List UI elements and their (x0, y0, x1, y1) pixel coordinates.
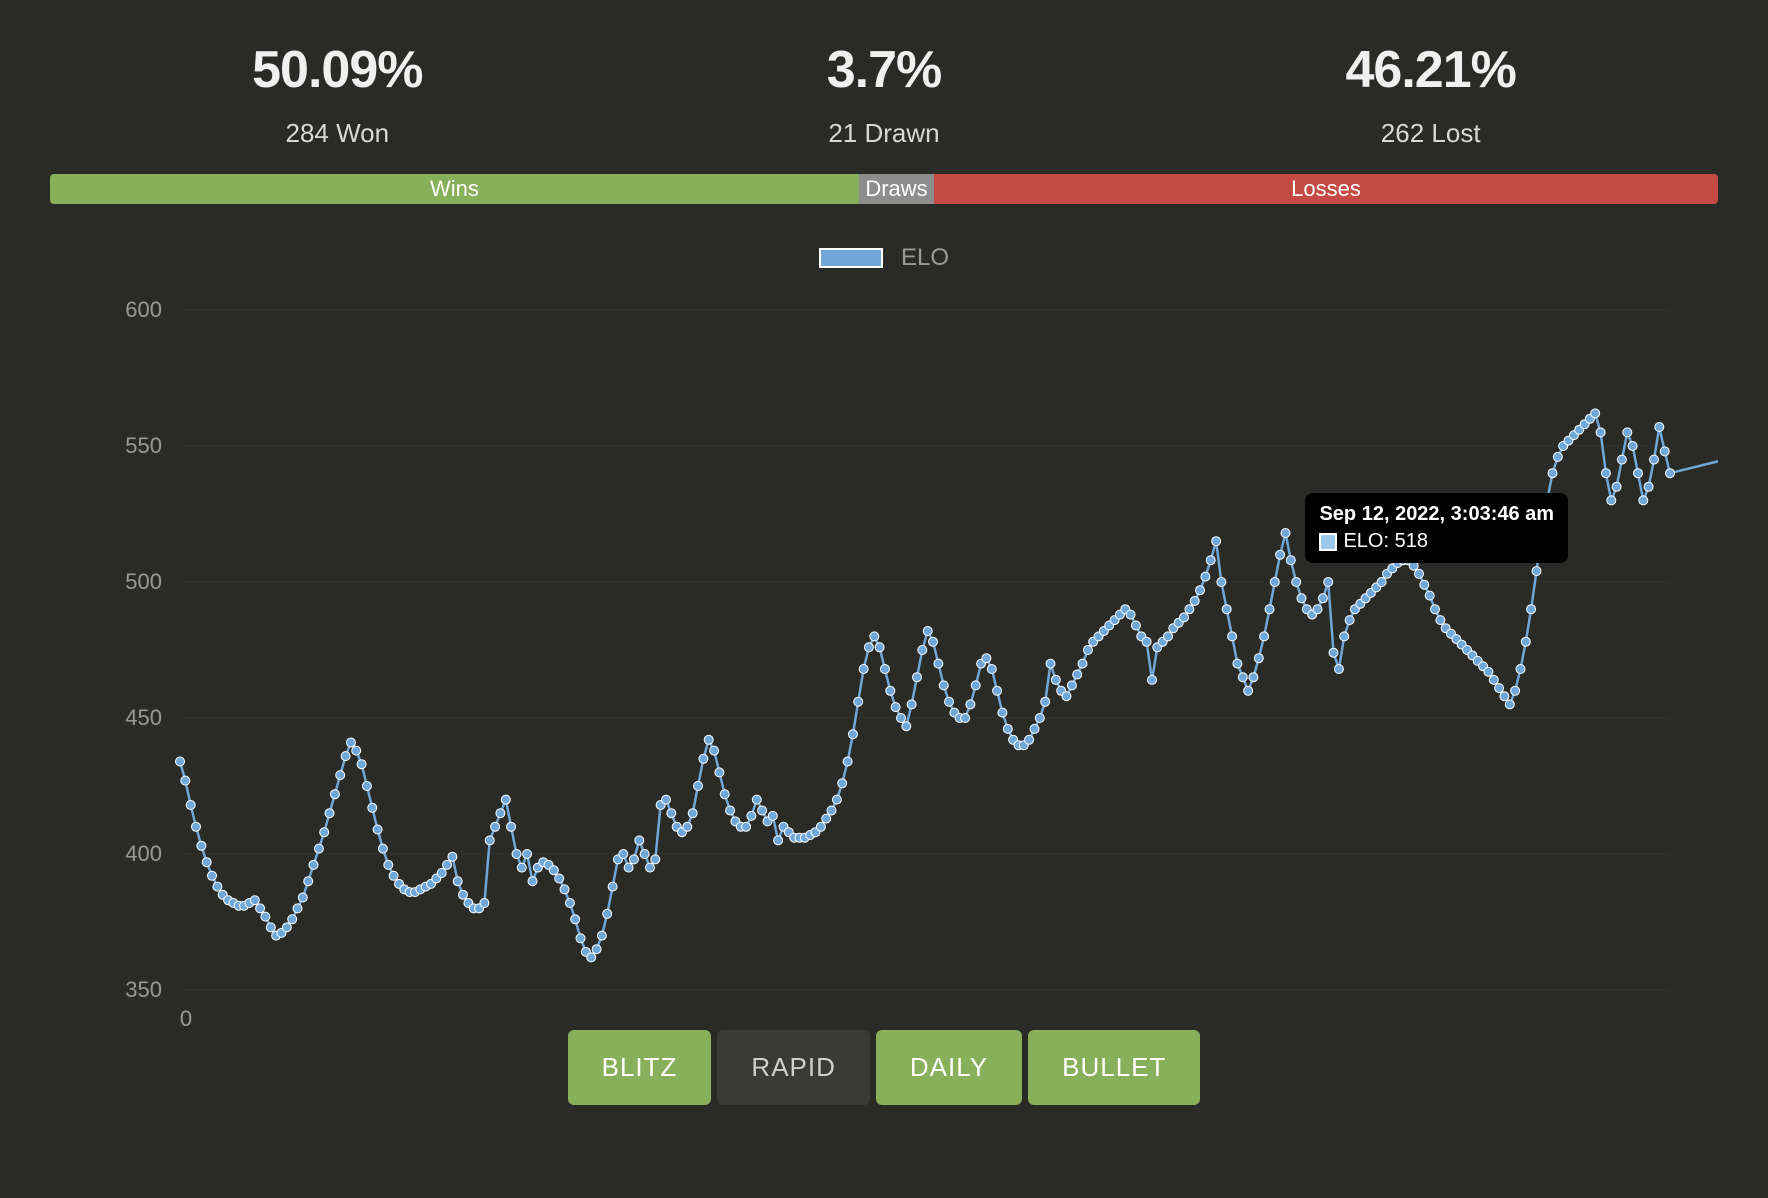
stats-row: 50.09% 284 Won 3.7% 21 Drawn 46.21% 262 … (50, 40, 1718, 149)
svg-text:550: 550 (125, 433, 162, 458)
svg-text:500: 500 (125, 569, 162, 594)
stat-won-pct: 50.09% (252, 40, 422, 100)
stat-drawn-pct: 3.7% (827, 40, 942, 100)
stat-drawn-sub: 21 Drawn (827, 118, 942, 149)
stat-lost-sub: 262 Lost (1345, 118, 1515, 149)
tab-bullet[interactable]: BULLET (1028, 1030, 1200, 1105)
game-mode-tabs: BLITZRAPIDDAILYBULLET (50, 1030, 1718, 1105)
svg-text:400: 400 (125, 841, 162, 866)
legend-label: ELO (901, 244, 949, 272)
stat-won: 50.09% 284 Won (252, 40, 422, 149)
bar-seg-wins: Wins (50, 174, 859, 204)
chart-svg: 350 400 450 500 550 600 0 (50, 280, 1718, 1040)
stat-won-sub: 284 Won (252, 118, 422, 149)
tab-daily[interactable]: DAILY (876, 1030, 1022, 1105)
svg-text:350: 350 (125, 977, 162, 1002)
tab-blitz[interactable]: BLITZ (568, 1030, 712, 1105)
chart-legend[interactable]: ELO (50, 244, 1718, 272)
winloss-bar: WinsDrawsLosses (50, 174, 1718, 204)
svg-text:450: 450 (125, 705, 162, 730)
stat-lost-pct: 46.21% (1345, 40, 1515, 100)
svg-text:600: 600 (125, 297, 162, 322)
bar-seg-draws: Draws (859, 174, 934, 204)
tab-rapid[interactable]: RAPID (717, 1030, 869, 1105)
elo-chart[interactable]: 3504004505005506000 Sep 12, 2022, 3:03:4… (50, 280, 1718, 1000)
stat-drawn: 3.7% 21 Drawn (827, 40, 942, 149)
bar-seg-losses: Losses (934, 174, 1718, 204)
svg-text:0: 0 (180, 1006, 192, 1031)
legend-swatch (819, 248, 883, 268)
stat-lost: 46.21% 262 Lost (1345, 40, 1515, 149)
